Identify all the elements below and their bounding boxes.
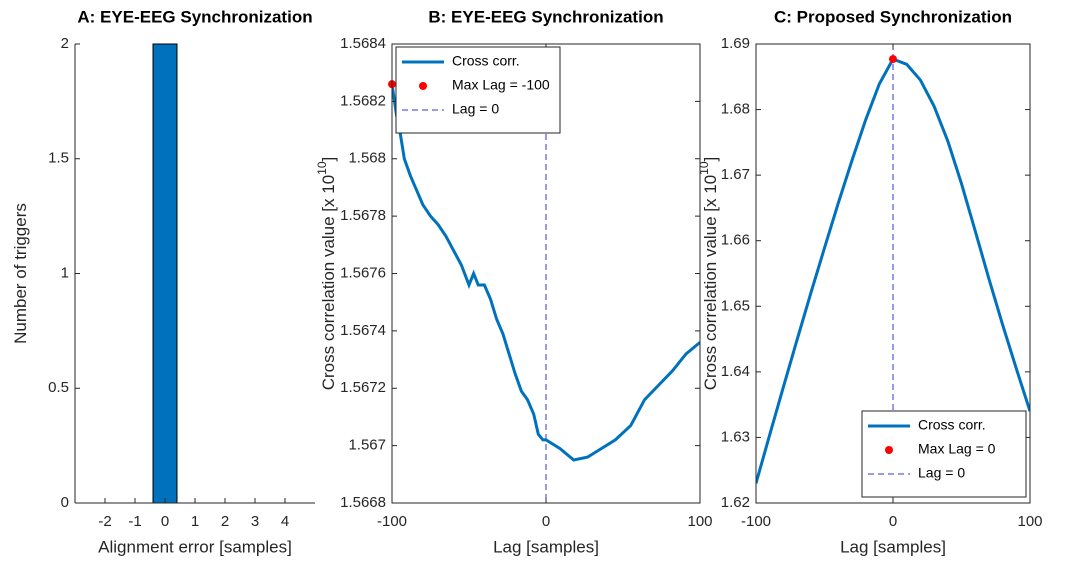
x-tick-label: 1 bbox=[191, 513, 199, 530]
y-tick-label: 1.63 bbox=[721, 428, 750, 445]
legend-label: Lag = 0 bbox=[918, 465, 965, 481]
y-tick-label: 1.68 bbox=[721, 101, 750, 118]
y-tick-label: 1.5672 bbox=[340, 379, 386, 396]
x-tick-label: -2 bbox=[98, 513, 111, 530]
y-axis-label-part: 10 bbox=[315, 161, 329, 175]
legend-label: Cross corr. bbox=[918, 417, 986, 433]
legend: Cross corr. Max Lag = 0 Lag = 0 bbox=[861, 410, 1027, 498]
y-axis-label-part: ] bbox=[319, 157, 338, 162]
y-tick-label: 0.5 bbox=[48, 379, 69, 396]
legend-label: Cross corr. bbox=[452, 53, 520, 69]
x-tick-label: 2 bbox=[221, 513, 229, 530]
y-axis-label: Cross correlation value [x 1010] bbox=[697, 157, 720, 391]
y-tick-label: 1.567 bbox=[348, 437, 386, 454]
x-tick-label: 0 bbox=[161, 513, 169, 530]
y-tick-label: 1 bbox=[61, 264, 69, 281]
legend-label: Max Lag = 0 bbox=[918, 441, 996, 457]
data-point bbox=[889, 55, 897, 64]
x-tick-label: -1 bbox=[128, 513, 141, 530]
chart-title: B: EYE-EEG Synchronization bbox=[428, 7, 663, 26]
x-tick-label: 100 bbox=[687, 513, 712, 530]
data-line bbox=[392, 83, 700, 462]
y-tick-label: 1.5676 bbox=[340, 264, 386, 281]
y-tick-label: 1.5 bbox=[48, 150, 69, 167]
panel: C: Proposed Synchronization Lag [samples]… bbox=[697, 7, 1042, 556]
y-tick-label: 1.5682 bbox=[340, 92, 386, 109]
y-tick-label: 1.65 bbox=[721, 297, 750, 314]
y-axis-label: Cross correlation value [x 1010] bbox=[315, 157, 338, 391]
y-tick-label: 1.67 bbox=[721, 166, 750, 183]
y-axis-label-part: Cross correlation value [x 10 bbox=[701, 175, 720, 390]
chart-title: A: EYE-EEG Synchronization bbox=[77, 7, 312, 26]
y-tick-label: 1.5668 bbox=[340, 494, 386, 511]
y-tick-label: 1.66 bbox=[721, 232, 750, 249]
y-axis-label-part: ] bbox=[701, 157, 720, 162]
legend-label: Lag = 0 bbox=[452, 101, 499, 117]
x-tick-label: 0 bbox=[889, 513, 897, 530]
x-axis-label: Lag [samples] bbox=[493, 537, 599, 556]
legend-box bbox=[395, 46, 561, 134]
panel: A: EYE-EEG Synchronization Alignment erro… bbox=[11, 7, 315, 556]
legend-swatch bbox=[419, 82, 427, 90]
y-axis-label-part: Number of triggers bbox=[11, 203, 30, 344]
y-axis-label: Number of triggers bbox=[11, 203, 30, 344]
bar bbox=[152, 43, 178, 504]
legend-label: Max Lag = -100 bbox=[452, 77, 550, 93]
y-tick-label: 0 bbox=[61, 494, 69, 511]
x-tick-label: -100 bbox=[741, 513, 771, 530]
panel: B: EYE-EEG Synchronization Lag [samples] C… bbox=[315, 7, 712, 556]
x-tick-label: 100 bbox=[1017, 513, 1042, 530]
y-tick-label: 1.568 bbox=[348, 150, 386, 167]
y-axis-label-part: Cross correlation value [x 10 bbox=[319, 175, 338, 390]
legend-swatch bbox=[885, 446, 893, 454]
x-axis-label: Alignment error [samples] bbox=[98, 537, 292, 556]
x-tick-label: 4 bbox=[281, 513, 289, 530]
y-tick-label: 1.69 bbox=[721, 35, 750, 52]
y-tick-label: 1.5674 bbox=[340, 322, 386, 339]
legend: Cross corr. Max Lag = -100 Lag = 0 bbox=[395, 46, 561, 134]
y-tick-label: 1.62 bbox=[721, 494, 750, 511]
y-tick-label: 1.64 bbox=[721, 363, 750, 380]
y-axis-label-part: 10 bbox=[697, 161, 711, 175]
y-tick-label: 2 bbox=[61, 35, 69, 52]
y-tick-label: 1.5684 bbox=[340, 35, 386, 52]
chart-title: C: Proposed Synchronization bbox=[774, 7, 1012, 26]
x-tick-label: 0 bbox=[542, 513, 550, 530]
x-axis-label: Lag [samples] bbox=[840, 537, 946, 556]
x-tick-label: -100 bbox=[377, 513, 407, 530]
y-tick-label: 1.5678 bbox=[340, 207, 386, 224]
x-tick-label: 3 bbox=[251, 513, 259, 530]
